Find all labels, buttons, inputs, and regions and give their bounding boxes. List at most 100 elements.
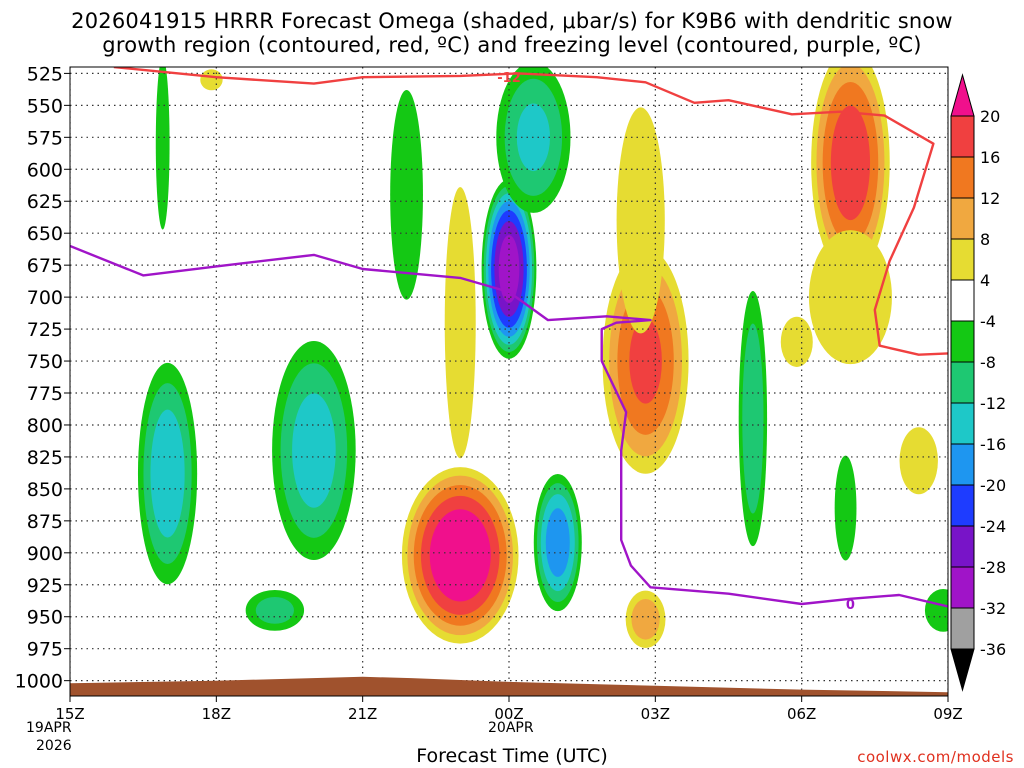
- colorbar-bottom-arrow: [950, 648, 975, 692]
- omega-contour-fill: [616, 107, 665, 334]
- chart-title-line-2: growth region (contoured, red, ºC) and f…: [102, 33, 922, 57]
- y-tick-label: 925: [27, 575, 63, 597]
- omega-cell-rising-upper-17z: [155, 67, 170, 230]
- colorbar: 20 16 12 8 4 -4 -8 -12 -16 -20 -24 -28 -32 -36: [950, 73, 1006, 692]
- omega-cell-rising-core-17z: [137, 362, 198, 585]
- x-tick-label: 09Z: [933, 705, 962, 723]
- colorbar-tick-label: 4: [980, 271, 990, 290]
- omega-contour-fill: [155, 67, 170, 230]
- colorbar-segment: [950, 320, 975, 363]
- x-tick-label: 00Z: [494, 705, 523, 723]
- y-tick-label: 825: [27, 447, 63, 469]
- contour-layer: -12 0: [70, 67, 948, 613]
- y-tick-label: 575: [27, 127, 63, 149]
- omega-cell-rising-core-04z: [738, 290, 768, 547]
- y-tick-label: 950: [27, 607, 63, 629]
- source-credit[interactable]: coolwx.com/models: [857, 748, 1014, 766]
- colorbar-segment: [950, 484, 975, 527]
- omega-contour-fill: [150, 409, 185, 538]
- terrain-layer: [70, 676, 948, 696]
- omega-contour-fill: [834, 455, 857, 561]
- colorbar-segment: [950, 156, 975, 199]
- y-tick-label: 725: [27, 319, 63, 341]
- omega-cell-sinking-east-08z: [899, 427, 938, 495]
- y-tick-label: 650: [27, 223, 63, 245]
- colorbar-segment: [950, 607, 975, 650]
- y-tick-label: 1000: [15, 671, 63, 693]
- axis-layer: 525 550 575 600 625 650 675 700 725 750 775 800 825 8…: [15, 63, 963, 723]
- y-tick-label: 975: [27, 639, 63, 661]
- omega-cell-rising-core-06z: [834, 455, 857, 561]
- colorbar-tick-label: -16: [980, 435, 1006, 454]
- colorbar-segment: [950, 115, 975, 158]
- colorbar-tick-label: -32: [980, 599, 1006, 618]
- x-tick-label: 03Z: [641, 705, 670, 723]
- omega-shading-layer: [137, 67, 948, 648]
- x-axis-label: Forecast Time (UTC): [416, 745, 608, 767]
- freezing-contour-label: 0: [846, 598, 855, 613]
- omega-contour-fill: [631, 598, 660, 640]
- colorbar-tick-label: -36: [980, 640, 1006, 659]
- omega-contour-fill: [924, 588, 948, 632]
- omega-contour-fill: [444, 187, 476, 459]
- y-tick-label: 525: [27, 63, 63, 85]
- omega-cell-sinking-small-05z: [780, 316, 813, 367]
- y-tick-label: 750: [27, 351, 63, 373]
- colorbar-tick-label: -12: [980, 394, 1006, 413]
- omega-cell-sinking-core-20apr-early: [401, 467, 519, 644]
- omega-cell-rising-low-08z: [924, 588, 948, 632]
- omega-cell-rising-core-20z: [272, 341, 356, 561]
- y-tick-label: 800: [27, 415, 63, 437]
- grid-layer: [70, 67, 948, 696]
- omega-contour-fill: [899, 427, 938, 495]
- colorbar-tick-label: -4: [980, 312, 996, 331]
- omega-contour-fill: [292, 393, 336, 508]
- y-tick-label: 625: [27, 191, 63, 213]
- omega-cell-sinking-core-07z: [811, 67, 890, 278]
- colorbar-tick-label: 16: [980, 148, 1000, 167]
- x-tick-label: 21Z: [348, 705, 377, 723]
- y-tick-label: 775: [27, 383, 63, 405]
- y-tick-label: 850: [27, 479, 63, 501]
- omega-cell-rising-band-2130z: [390, 90, 423, 300]
- y-tick-label: 700: [27, 287, 63, 309]
- colorbar-segment: [950, 361, 975, 404]
- y-tick-label: 900: [27, 543, 63, 565]
- omega-cell-sinking-mid-07z: [808, 230, 892, 365]
- omega-contour-fill: [200, 69, 223, 91]
- colorbar-segment: [950, 279, 975, 322]
- omega-contour-fill: [498, 235, 520, 303]
- colorbar-tick-label: 20: [980, 107, 1000, 126]
- colorbar-tick-label: 12: [980, 189, 1000, 208]
- freezing-level-contour: [70, 244, 948, 608]
- omega-cell-sinking-plume-20apr-early: [444, 187, 476, 459]
- terrain-ground: [70, 676, 948, 696]
- omega-contour-fill: [742, 323, 764, 514]
- omega-contour-fill: [830, 105, 871, 221]
- dgz-contour-label: -12: [497, 71, 521, 86]
- x-tick-label: 18Z: [202, 705, 231, 723]
- colorbar-tick-label: 8: [980, 230, 990, 249]
- omega-contour-fill: [780, 316, 813, 367]
- colorbar-tick-label: -8: [980, 353, 996, 372]
- colorbar-segment: [950, 197, 975, 240]
- omega-cell-sinking-small-18z: [200, 69, 223, 91]
- mid-date-label: 20APR: [488, 720, 534, 736]
- omega-contour-fill: [255, 596, 294, 624]
- omega-cell-rising-low-19z: [245, 589, 305, 631]
- start-year-label: 2026: [36, 738, 72, 754]
- omega-cell-sinking-plume-02z: [616, 107, 665, 334]
- chart-title-line-1: 2026041915 HRRR Forecast Omega (shaded, …: [71, 9, 953, 33]
- colorbar-tick-label: -24: [980, 517, 1006, 536]
- y-tick-label: 675: [27, 255, 63, 277]
- colorbar-segment: [950, 525, 975, 568]
- y-tick-label: 875: [27, 511, 63, 533]
- omega-cell-sinking-low-02z: [625, 590, 666, 648]
- y-tick-label: 550: [27, 95, 63, 117]
- start-date-label: 19APR: [26, 720, 72, 736]
- x-tick-label: 15Z: [55, 705, 84, 723]
- omega-cell-rising-core-0130z: [533, 473, 582, 612]
- omega-contour-fill: [808, 230, 892, 365]
- omega-contour-fill: [429, 509, 491, 602]
